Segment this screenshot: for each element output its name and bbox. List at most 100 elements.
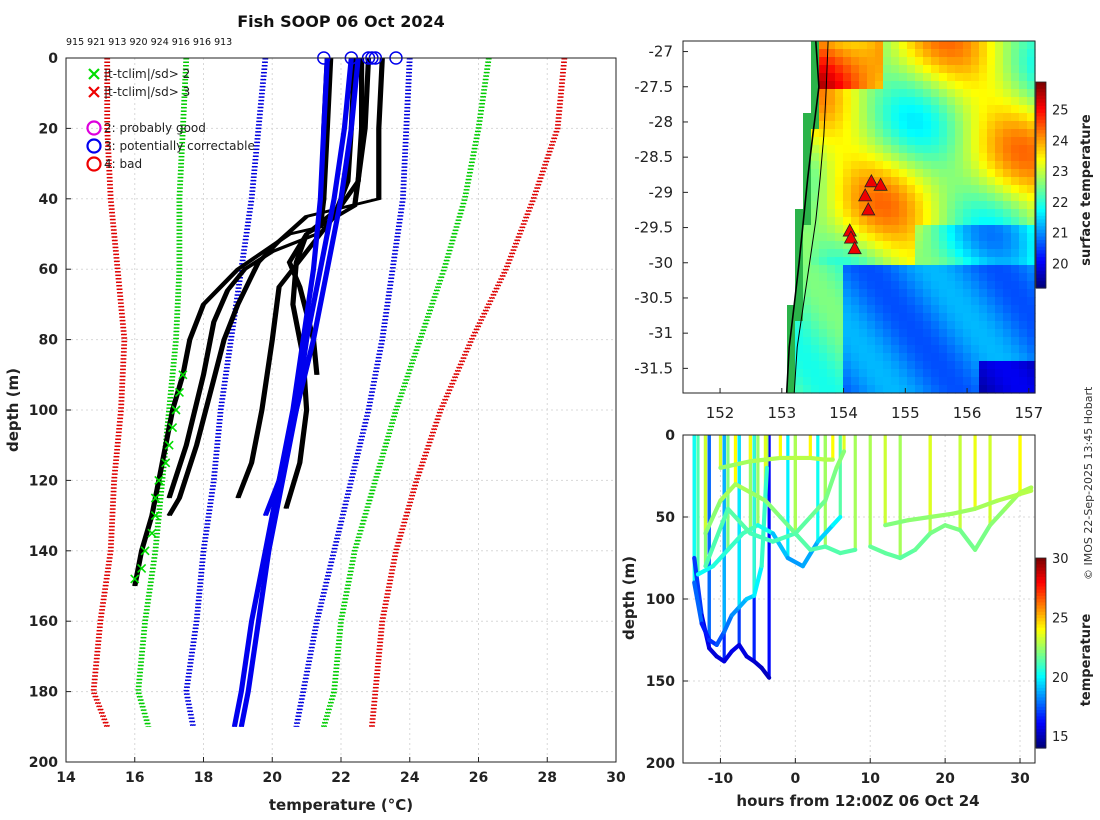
sst-cell <box>931 89 940 98</box>
sst-cell <box>955 65 964 74</box>
sst-cell <box>891 105 900 114</box>
sst-cell <box>987 73 996 82</box>
sst-cell <box>979 265 988 274</box>
sst-cell <box>891 289 900 298</box>
sst-cell <box>923 289 932 298</box>
sst-cell <box>875 153 884 162</box>
sst-cell <box>947 49 956 58</box>
sst-cell <box>971 337 980 346</box>
sst-cell <box>851 193 860 202</box>
sst-cell <box>947 161 956 170</box>
sst-cell <box>939 313 948 322</box>
sst-cell <box>915 153 924 162</box>
sst-cell <box>971 57 980 66</box>
sst-cell <box>923 73 932 82</box>
sst-cell <box>979 289 988 298</box>
sst-cell <box>827 329 836 338</box>
sst-cell <box>939 137 948 146</box>
sst-cell <box>867 145 876 154</box>
sst-cell <box>939 89 948 98</box>
ts-segment-cast-4 <box>770 531 798 544</box>
sst-cell <box>899 129 908 138</box>
ts-colorbar-segment <box>1036 687 1046 692</box>
sst-cell <box>1027 345 1036 354</box>
sst-cell <box>1011 145 1020 154</box>
ts-colorbar-segment <box>1036 570 1046 575</box>
sst-cell <box>883 385 892 394</box>
sst-cell <box>859 217 868 226</box>
sst-cell <box>859 49 868 58</box>
sst-cell <box>915 225 924 234</box>
sst-cell <box>867 153 876 162</box>
sst-cell <box>891 353 900 362</box>
sst-cell <box>1019 233 1028 242</box>
sst-cell <box>955 385 964 394</box>
colorbar-segment <box>1036 246 1046 251</box>
sst-cell <box>835 81 844 90</box>
sst-cell <box>811 369 820 378</box>
sst-cell <box>859 353 868 362</box>
ts-segment-cast-4 <box>748 531 775 544</box>
ts-segment-cast-5 <box>763 498 783 520</box>
sst-cell <box>987 89 996 98</box>
sst-cell <box>867 377 876 386</box>
sst-cell <box>1027 73 1036 82</box>
sst-cell <box>947 225 956 234</box>
sst-cell <box>851 161 860 170</box>
sst-cell <box>1019 249 1028 258</box>
colorbar-segment <box>1036 277 1046 282</box>
map-x-tick-label: 157 <box>1015 404 1044 422</box>
sst-cell <box>995 361 1004 370</box>
sst-cell <box>955 241 964 250</box>
sst-cell <box>987 209 996 218</box>
sst-cell <box>859 161 868 170</box>
sst-cell <box>819 369 828 378</box>
ts-colorbar-segment <box>1036 564 1046 569</box>
sst-cell <box>971 289 980 298</box>
sst-cell <box>867 161 876 170</box>
sst-cell <box>835 289 844 298</box>
sst-cell <box>899 57 908 66</box>
sst-cell <box>811 97 820 106</box>
sst-cell <box>819 201 828 210</box>
sst-cell <box>987 353 996 362</box>
sst-cell <box>979 281 988 290</box>
sst-cell <box>923 105 932 114</box>
sst-cell <box>963 49 972 58</box>
sst-cell <box>1019 353 1028 362</box>
sst-cell <box>931 65 940 74</box>
sst-cell <box>947 81 956 90</box>
sst-cell <box>907 377 916 386</box>
sst-cell <box>803 217 812 226</box>
sst-cell <box>803 169 812 178</box>
sst-cell <box>971 369 980 378</box>
sst-cell <box>1011 97 1020 106</box>
sst-cell <box>947 321 956 330</box>
sst-cell <box>1019 169 1028 178</box>
sst-cell <box>971 145 980 154</box>
sst-cell <box>939 297 948 306</box>
sst-cell <box>859 305 868 314</box>
ts-segment-cast-3 <box>800 539 820 569</box>
y-tick-label: 160 <box>29 614 58 630</box>
sst-cell <box>979 337 988 346</box>
sst-cell <box>979 193 988 202</box>
sst-cell <box>939 161 948 170</box>
sst-cell <box>915 161 924 170</box>
sst-cell <box>987 249 996 258</box>
ts-segment-cast-6 <box>748 457 768 464</box>
ts-colorbar-segment <box>1036 624 1046 629</box>
sst-cell <box>803 313 812 322</box>
ts-segment-cast-3 <box>710 547 731 569</box>
sst-cell <box>891 241 900 250</box>
sst-cell <box>851 89 860 98</box>
sst-cell <box>1019 41 1028 50</box>
sst-cell <box>835 225 844 234</box>
sst-cell <box>947 345 956 354</box>
ts-segment-cast-6 <box>763 455 783 462</box>
colorbar-segment <box>1036 150 1046 155</box>
sst-cell <box>955 313 964 322</box>
sst-cell <box>859 153 868 162</box>
ts-colorbar-segment <box>1036 659 1046 664</box>
sst-cell <box>1003 113 1012 122</box>
